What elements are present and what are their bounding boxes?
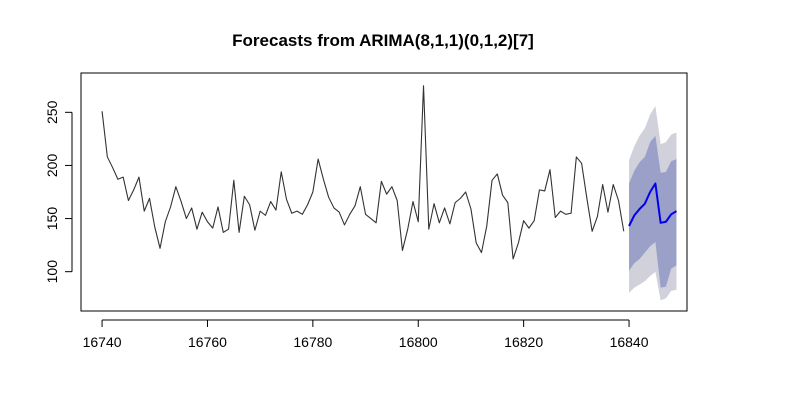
interval-80-band (629, 135, 677, 288)
x-tick-label: 16780 (293, 334, 332, 350)
chart-title: Forecasts from ARIMA(8,1,1)(0,1,2)[7] (232, 31, 534, 50)
y-tick-label: 150 (44, 207, 60, 231)
forecast-series (628, 182, 677, 227)
forecast-line (628, 182, 677, 227)
prediction-interval-80 (629, 135, 677, 288)
x-tick-label: 16800 (399, 334, 438, 350)
x-tick-label: 16740 (83, 334, 122, 350)
observed-series (101, 85, 625, 260)
x-tick-label: 16820 (504, 334, 543, 350)
y-tick-label: 250 (44, 100, 60, 124)
y-tick-label: 200 (44, 154, 60, 178)
observed-line (101, 85, 625, 260)
x-tick-label: 16840 (610, 334, 649, 350)
plot-frame (80, 72, 688, 312)
y-axis: 100 150 200 250 (44, 100, 73, 284)
x-tick-label: 16760 (188, 334, 227, 350)
y-tick-label: 100 (44, 260, 60, 284)
x-axis: 16740 16760 16780 16800 16820 16840 (83, 319, 649, 350)
